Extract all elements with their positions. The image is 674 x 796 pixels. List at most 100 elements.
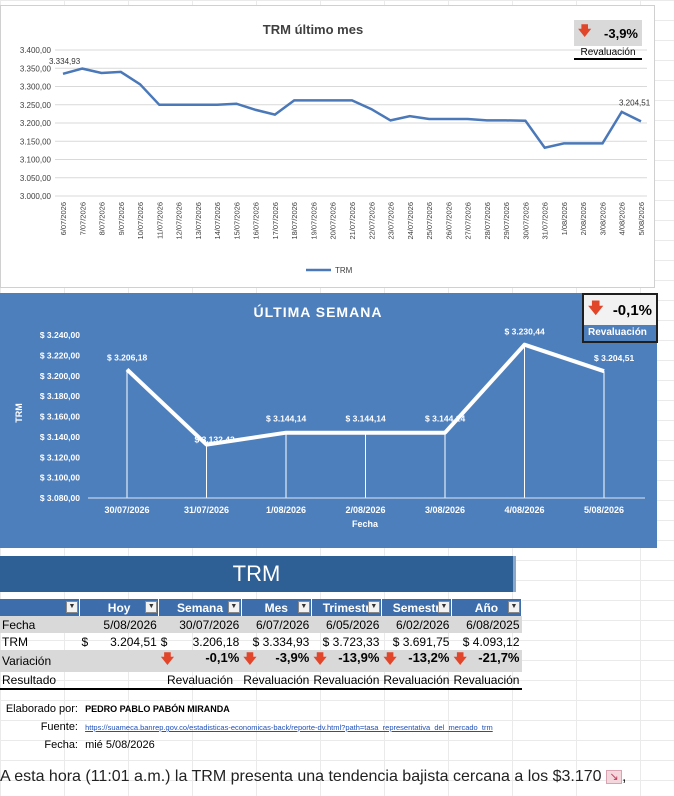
chart1-x-tick: 7/07/2026 (78, 202, 87, 235)
table-cell[interactable]: $ 4.093,12 (462, 634, 520, 649)
chart2-x-tick: 5/08/2026 (584, 505, 624, 515)
header-cell-semestre[interactable]: Semestr ▼ (381, 599, 452, 616)
table-cell[interactable]: Revaluación (451, 672, 522, 690)
chart1-x-tick: 2/08/2026 (579, 202, 588, 235)
chart1-x-tick: 8/07/2026 (98, 202, 107, 235)
row-label[interactable]: Resultado (0, 672, 80, 690)
table-row-resultado: Resultado Revaluación Revaluación Revalu… (0, 672, 522, 690)
filter-dropdown-icon[interactable]: ▼ (297, 601, 310, 613)
chart1-x-tick: 13/07/2026 (194, 202, 203, 240)
chart1-x-tick: 28/07/2026 (483, 202, 492, 240)
table-header-row: ▼ Hoy ▼ Semana ▼ Mes ▼ Trimestr ▼ Semestr ▼ A… (0, 599, 523, 616)
table-cell[interactable]: 30/07/2026 (158, 616, 242, 633)
down-arrow-icon: 🡇 (588, 299, 604, 317)
fecha-row: Fecha: mié 5/08/2026 (0, 739, 154, 751)
chart1-title: TRM último mes (263, 22, 363, 37)
chart1-y-tick: 3.250,00 (20, 101, 52, 110)
chart1-y-tick: 3.400,00 (20, 46, 52, 55)
chart2-data-label: $ 3.144,14 (425, 414, 465, 424)
table-row-fecha: Fecha 5/08/2026 30/07/2026 6/07/2026 6/0… (0, 616, 522, 633)
chart1-y-tick: 3.150,00 (20, 137, 52, 146)
filter-dropdown-icon[interactable]: ▼ (508, 601, 520, 613)
chart1-x-tick: 30/07/2026 (521, 202, 530, 240)
table-cell[interactable]: $ 3.723,33 (322, 634, 380, 649)
chart2-badge-value: -0,1% (612, 301, 652, 319)
chart1-x-tick: 23/07/2026 (387, 202, 396, 240)
down-arrow-icon: 🡇 (313, 651, 327, 666)
chart2-data-label: $ 3.230,44 (505, 327, 545, 337)
header-cell-trimestre[interactable]: Trimestr ▼ (311, 599, 382, 616)
chart2-data-label: $ 3.144,14 (266, 414, 306, 424)
filter-dropdown-icon[interactable]: ▼ (145, 601, 158, 613)
table-cell[interactable]: Revaluación (241, 672, 312, 690)
header-cell-mes[interactable]: Mes ▼ (241, 599, 312, 616)
header-cell-semana[interactable]: Semana ▼ (158, 599, 242, 616)
table-cell[interactable]: 6/05/2026 (311, 616, 382, 633)
table-cell[interactable]: 🡇 -0,1% (158, 650, 242, 672)
elaborado-label: Elaborado por: (5, 703, 78, 715)
table-cell[interactable]: Revaluación (311, 672, 382, 690)
table-cell[interactable]: Revaluación (158, 672, 242, 690)
table-cell[interactable]: 6/02/2026 (381, 616, 452, 633)
chart2-y-tick: $ 3.100,00 (40, 473, 80, 483)
caption-sentence: A esta hora (11:01 a.m.) la TRM presenta… (0, 768, 602, 785)
chart2-y-tick: $ 3.200,00 (40, 371, 80, 381)
header-cell-hoy[interactable]: Hoy ▼ (79, 599, 160, 616)
chart2-x-tick: 2/08/2026 (345, 505, 385, 515)
table-cell[interactable]: 🡇 -13,2% (381, 650, 452, 672)
chart1-x-tick: 9/07/2026 (117, 202, 126, 235)
table-row-trm: TRM $3.204,51 $3.206,18 $ 3.334,93 $ 3.7… (0, 633, 522, 650)
chart2-y-tick: $ 3.220,00 (40, 350, 80, 360)
fuente-link[interactable]: https://suameca.banrep.gov.co/estadistic… (85, 723, 493, 732)
chart-ultima-semana[interactable]: ÚLTIMA SEMANA $ 3.240,00 $ 3.220,00 $ 3.20… (0, 293, 658, 548)
chart2-x-label: Fecha (352, 519, 379, 529)
fecha-label: Fecha: (44, 739, 78, 751)
chart1-x-tick: 3/08/2026 (598, 202, 607, 235)
chart1-x-tick: 17/07/2026 (271, 202, 280, 240)
chart1-badge-label: Revaluación (574, 46, 642, 60)
table-cell[interactable]: 🡇 -13,9% (311, 650, 382, 672)
chart2-variation-badge: 🡇 -0,1% Revaluación (582, 293, 658, 343)
table-cell[interactable]: $ 3.334,93 (252, 634, 310, 649)
filter-dropdown-icon[interactable]: ▼ (437, 601, 450, 613)
chart2-y-tick: $ 3.240,00 (40, 330, 80, 340)
down-arrow-icon: 🡇 (383, 651, 397, 666)
table-cell[interactable] (79, 672, 159, 690)
filter-dropdown-icon[interactable]: ▼ (65, 601, 78, 613)
chart-trm-ultimo-mes[interactable]: TRM último mes 3.400,00 3.350,00 3.300,00 3… (0, 5, 655, 288)
table-cell[interactable] (79, 650, 159, 672)
table-cell[interactable]: $ 3.691,75 (392, 634, 450, 649)
chart1-x-tick: 26/07/2026 (444, 202, 453, 240)
table-row-variacion: Variación 🡇 -0,1% 🡇 -3,9% 🡇 -13,9% 🡇 -13,2% … (0, 650, 522, 672)
table-cell[interactable]: 🡇 -3,9% (241, 650, 312, 672)
chart1-x-tick: 24/07/2026 (406, 202, 415, 240)
table-cell[interactable]: 6/07/2026 (241, 616, 312, 633)
chart2-data-label: $ 3.204,51 (594, 353, 634, 363)
chart1-x-tick: 21/07/2026 (348, 202, 357, 240)
filter-dropdown-icon[interactable]: ▼ (227, 601, 240, 613)
table-cell[interactable]: 6/08/2025 (451, 616, 522, 633)
chart2-data-label: $ 3.206,18 (107, 352, 147, 362)
row-label[interactable]: Fecha (0, 616, 80, 633)
chart2-y-tick: $ 3.160,00 (40, 412, 80, 422)
down-arrow-icon: 🡇 (243, 651, 257, 666)
row-label[interactable]: TRM (2, 634, 28, 649)
table-cell[interactable]: $3.204,51 (81, 634, 157, 649)
chart1-y-tick: 3.300,00 (20, 83, 52, 92)
table-cell[interactable]: $3.206,18 (160, 634, 240, 649)
header-cell-blank[interactable]: ▼ (0, 599, 80, 616)
table-cell[interactable]: 🡇 -21,7% (451, 650, 522, 672)
chart1-x-tick: 4/08/2026 (618, 202, 627, 235)
trm-summary-table: ▼ Hoy ▼ Semana ▼ Mes ▼ Trimestr ▼ Semestr ▼ A… (0, 599, 523, 690)
elaborado-row: Elaborado por: PEDRO PABLO PABÓN MIRANDA (0, 703, 230, 715)
table-cell[interactable]: Revaluación (381, 672, 452, 690)
table-cell[interactable]: 5/08/2026 (79, 616, 159, 633)
chart2-y-tick: $ 3.120,00 (40, 452, 80, 462)
chart2-badge-label: Revaluación (588, 327, 647, 338)
filter-dropdown-icon[interactable]: ▼ (367, 601, 380, 613)
chart1-x-tick: 18/07/2026 (290, 202, 299, 240)
chart1-x-tick: 20/07/2026 (329, 202, 338, 240)
header-cell-ano[interactable]: Año ▼ (451, 599, 523, 616)
chart2-x-tick: 1/08/2026 (266, 505, 306, 515)
row-label[interactable]: Variación (0, 650, 80, 672)
